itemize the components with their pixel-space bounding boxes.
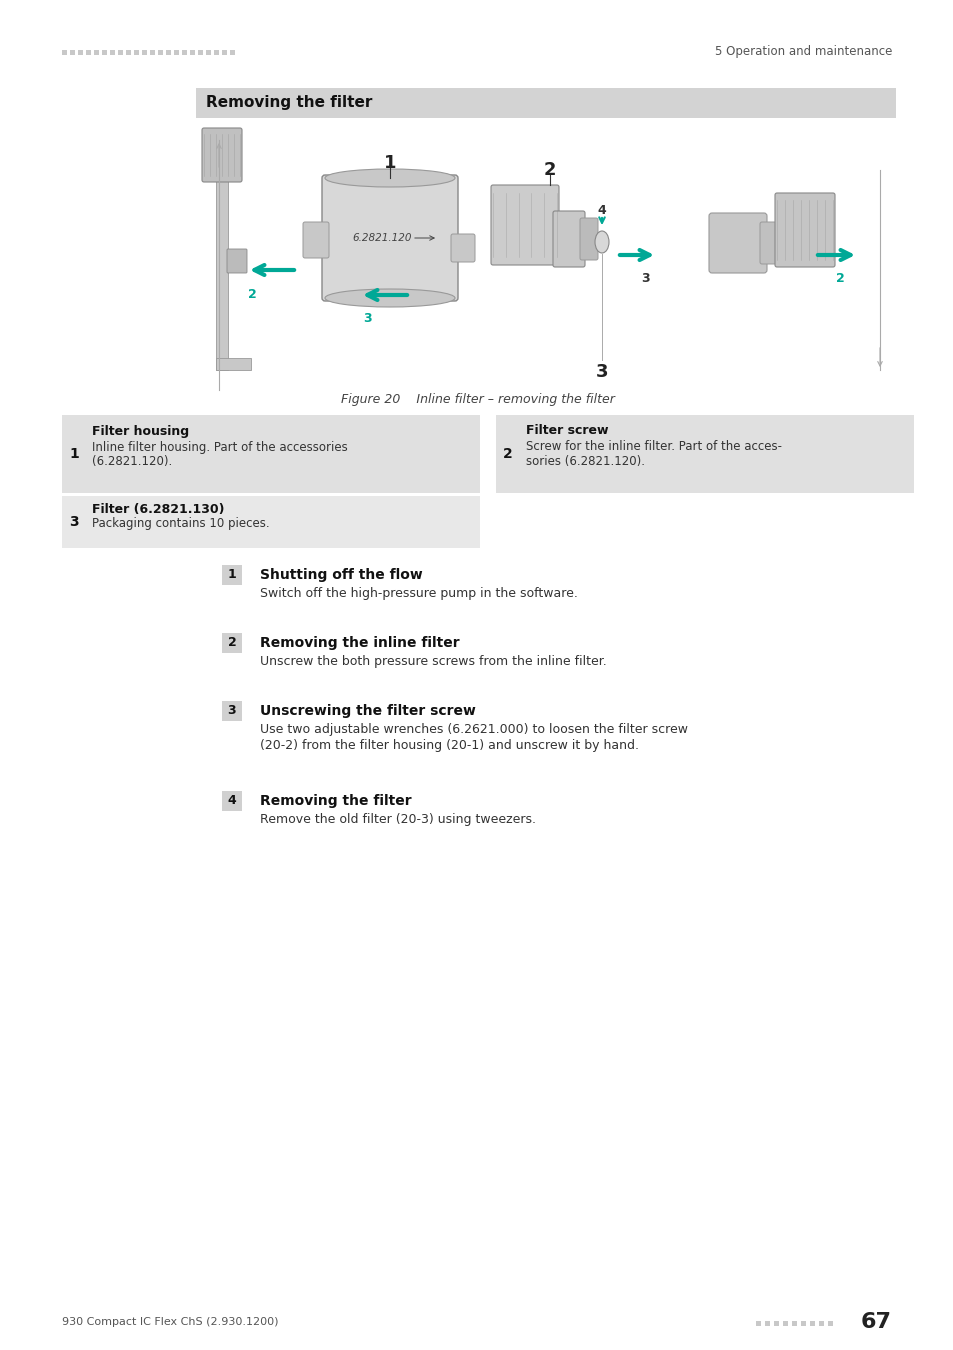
- FancyBboxPatch shape: [86, 50, 91, 55]
- FancyBboxPatch shape: [222, 701, 242, 721]
- FancyBboxPatch shape: [230, 50, 234, 55]
- Text: Inline filter housing. Part of the accessories: Inline filter housing. Part of the acces…: [91, 440, 348, 454]
- FancyBboxPatch shape: [773, 1322, 779, 1326]
- Text: sories (6.2821.120).: sories (6.2821.120).: [525, 455, 644, 468]
- FancyBboxPatch shape: [110, 50, 115, 55]
- FancyBboxPatch shape: [322, 176, 457, 301]
- Text: (20-2) from the filter housing (20-1) and unscrew it by hand.: (20-2) from the filter housing (20-1) an…: [260, 738, 639, 752]
- Text: Filter (6.2821.130): Filter (6.2821.130): [91, 504, 224, 517]
- Text: Figure 20    Inline filter – removing the filter: Figure 20 Inline filter – removing the f…: [341, 393, 615, 406]
- Text: 1: 1: [69, 447, 79, 460]
- Text: Switch off the high-pressure pump in the software.: Switch off the high-pressure pump in the…: [260, 586, 578, 599]
- Text: 2: 2: [502, 447, 513, 460]
- FancyBboxPatch shape: [70, 50, 75, 55]
- Text: 930 Compact IC Flex ChS (2.930.1200): 930 Compact IC Flex ChS (2.930.1200): [62, 1318, 278, 1327]
- FancyBboxPatch shape: [62, 50, 67, 55]
- FancyBboxPatch shape: [173, 50, 179, 55]
- Text: 3: 3: [595, 363, 608, 381]
- Text: Removing the filter: Removing the filter: [260, 794, 411, 809]
- FancyBboxPatch shape: [62, 495, 479, 548]
- FancyBboxPatch shape: [142, 50, 147, 55]
- FancyBboxPatch shape: [222, 633, 242, 653]
- FancyBboxPatch shape: [190, 50, 194, 55]
- Text: 2: 2: [228, 636, 236, 649]
- FancyBboxPatch shape: [809, 1322, 814, 1326]
- Text: 2: 2: [543, 161, 556, 180]
- FancyBboxPatch shape: [166, 50, 171, 55]
- FancyBboxPatch shape: [222, 566, 242, 585]
- FancyBboxPatch shape: [62, 414, 479, 493]
- FancyBboxPatch shape: [126, 50, 131, 55]
- FancyBboxPatch shape: [133, 50, 139, 55]
- Text: (6.2821.120).: (6.2821.120).: [91, 455, 172, 468]
- FancyBboxPatch shape: [303, 221, 329, 258]
- Text: 4: 4: [228, 795, 236, 807]
- FancyBboxPatch shape: [182, 50, 187, 55]
- Ellipse shape: [325, 289, 455, 306]
- Text: 3: 3: [363, 312, 372, 324]
- FancyBboxPatch shape: [222, 791, 242, 811]
- FancyBboxPatch shape: [215, 358, 251, 370]
- FancyBboxPatch shape: [451, 234, 475, 262]
- Text: Remove the old filter (20-3) using tweezers.: Remove the old filter (20-3) using tweez…: [260, 813, 536, 825]
- FancyBboxPatch shape: [755, 1322, 760, 1326]
- FancyBboxPatch shape: [227, 248, 247, 273]
- Text: Removing the inline filter: Removing the inline filter: [260, 636, 459, 649]
- Text: Filter housing: Filter housing: [91, 424, 189, 437]
- Text: 3: 3: [641, 271, 650, 285]
- FancyBboxPatch shape: [150, 50, 154, 55]
- FancyBboxPatch shape: [827, 1322, 832, 1326]
- Text: 67: 67: [861, 1312, 891, 1332]
- Ellipse shape: [325, 169, 455, 188]
- FancyBboxPatch shape: [213, 50, 219, 55]
- Text: 2: 2: [248, 289, 256, 301]
- Text: Use two adjustable wrenches (6.2621.000) to loosen the filter screw: Use two adjustable wrenches (6.2621.000)…: [260, 722, 687, 736]
- FancyBboxPatch shape: [496, 414, 913, 493]
- Text: Removing the filter: Removing the filter: [206, 96, 372, 111]
- FancyBboxPatch shape: [491, 185, 558, 265]
- FancyBboxPatch shape: [195, 88, 895, 117]
- FancyBboxPatch shape: [206, 50, 211, 55]
- FancyBboxPatch shape: [118, 50, 123, 55]
- Text: Unscrewing the filter screw: Unscrewing the filter screw: [260, 703, 476, 718]
- FancyBboxPatch shape: [158, 50, 163, 55]
- FancyBboxPatch shape: [791, 1322, 796, 1326]
- FancyBboxPatch shape: [782, 1322, 787, 1326]
- Text: 3: 3: [70, 514, 79, 529]
- FancyBboxPatch shape: [801, 1322, 805, 1326]
- FancyBboxPatch shape: [818, 1322, 823, 1326]
- Text: 5 Operation and maintenance: 5 Operation and maintenance: [714, 46, 891, 58]
- FancyBboxPatch shape: [202, 128, 242, 182]
- FancyBboxPatch shape: [708, 213, 766, 273]
- FancyBboxPatch shape: [198, 50, 203, 55]
- FancyBboxPatch shape: [579, 217, 598, 261]
- Text: Packaging contains 10 pieces.: Packaging contains 10 pieces.: [91, 517, 270, 531]
- Text: Filter screw: Filter screw: [525, 424, 608, 437]
- Text: Shutting off the flow: Shutting off the flow: [260, 568, 422, 582]
- Ellipse shape: [595, 231, 608, 252]
- Text: Screw for the inline filter. Part of the acces-: Screw for the inline filter. Part of the…: [525, 440, 781, 454]
- Text: Unscrew the both pressure screws from the inline filter.: Unscrew the both pressure screws from th…: [260, 655, 606, 667]
- FancyBboxPatch shape: [774, 193, 834, 267]
- FancyBboxPatch shape: [215, 170, 228, 370]
- FancyBboxPatch shape: [222, 50, 227, 55]
- FancyBboxPatch shape: [78, 50, 83, 55]
- Text: 4: 4: [597, 204, 606, 216]
- Text: 1: 1: [228, 568, 236, 582]
- Text: 1: 1: [383, 154, 395, 171]
- Text: 3: 3: [228, 705, 236, 717]
- FancyBboxPatch shape: [760, 221, 781, 265]
- Text: 6.2821.120: 6.2821.120: [352, 234, 412, 243]
- Text: 2: 2: [835, 271, 843, 285]
- FancyBboxPatch shape: [764, 1322, 769, 1326]
- FancyBboxPatch shape: [553, 211, 584, 267]
- FancyBboxPatch shape: [102, 50, 107, 55]
- FancyBboxPatch shape: [94, 50, 99, 55]
